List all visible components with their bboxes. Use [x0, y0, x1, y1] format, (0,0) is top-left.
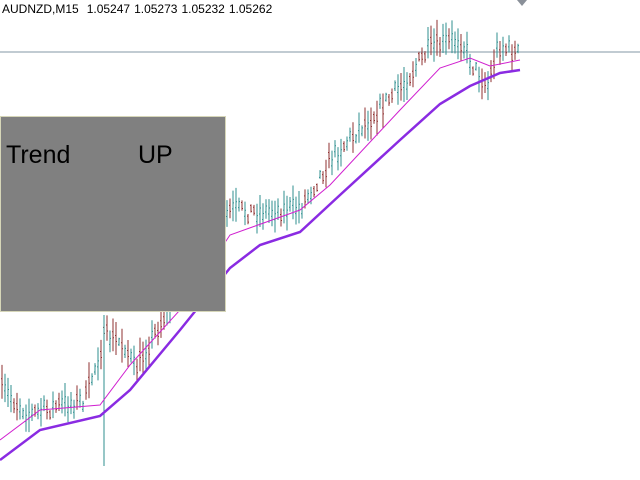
open-price: 1.05247 [86, 2, 131, 16]
trend-label: Trend [6, 141, 71, 169]
slow-ma [0, 68, 521, 461]
symbol: AUDNZD,M15 [2, 2, 79, 16]
trend-panel: Trend UP [0, 116, 226, 312]
close-price: 1.05262 [228, 2, 273, 16]
scroll-marker [517, 0, 527, 6]
header: AUDNZD,M15 1.05247 1.05273 1.05232 1.05262 [2, 2, 276, 16]
low-price: 1.05232 [181, 2, 225, 16]
fast-ma [0, 57, 521, 441]
high-price: 1.05273 [134, 2, 178, 16]
trend-direction: UP [138, 141, 173, 169]
